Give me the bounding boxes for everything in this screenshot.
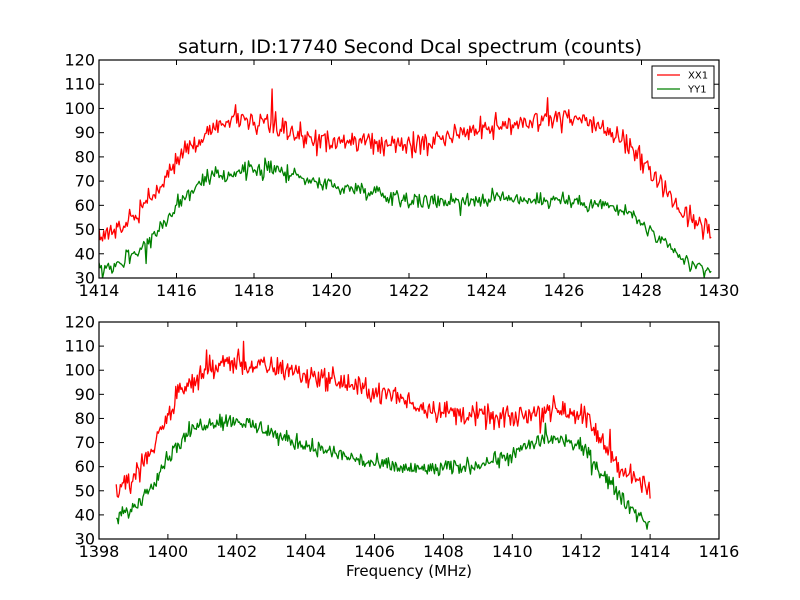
y-tick-label: 100 (64, 99, 95, 118)
series-line-red (115, 340, 651, 499)
y-tick-label: 110 (64, 75, 95, 94)
x-tick-label: 1402 (216, 542, 257, 561)
x-tick-label: 1426 (544, 281, 585, 300)
y-tick-label: 80 (75, 147, 95, 166)
y-tick-label: 30 (75, 269, 95, 288)
y-tick-label: 70 (75, 172, 95, 191)
top-spectrum-panel: 1414 1416 1418 1420 1422 1424 1426 1428 1430 30 40… (64, 51, 739, 301)
y-tick-label: 50 (75, 481, 95, 500)
y-tick-label: 60 (75, 457, 95, 476)
series-group (115, 340, 651, 530)
series-line-green (116, 413, 651, 530)
y-tick-label: 70 (75, 433, 95, 452)
x-tick-label: 1430 (699, 281, 740, 300)
x-tick-label: 1412 (561, 542, 602, 561)
x-tick-label: 1424 (466, 281, 507, 300)
y-tick-label: 40 (75, 244, 95, 263)
y-tick-label: 90 (75, 385, 95, 404)
legend-label: XX1 (688, 71, 708, 82)
legend-box (651, 65, 715, 99)
x-tick-label: 1414 (79, 281, 120, 300)
x-tick-label: 1416 (699, 542, 740, 561)
y-tick-label: 60 (75, 196, 95, 215)
chart-title: saturn, ID:17740 Second Dcal spectrum (c… (178, 36, 642, 58)
x-axis-label: Frequency (MHz) (346, 562, 472, 580)
series-group (99, 88, 712, 278)
y-tick-label: 120 (64, 51, 95, 70)
x-tick-label: 1428 (621, 281, 662, 300)
y-tick-label: 30 (75, 530, 95, 549)
x-tick-label: 1422 (389, 281, 430, 300)
y-tick-label: 90 (75, 123, 95, 142)
y-tick-label: 110 (64, 337, 95, 356)
x-tick-label: 1416 (156, 281, 197, 300)
y-tick-label: 80 (75, 409, 95, 428)
x-tick-label: 1408 (423, 542, 464, 561)
series-line-xx1 (99, 88, 712, 242)
y-tick-label: 40 (75, 505, 95, 524)
plot-frame (98, 321, 720, 540)
y-tick-label: 100 (64, 361, 95, 380)
x-tick-label: 1414 (630, 542, 671, 561)
x-tick-label: 1420 (311, 281, 352, 300)
x-tick-label: 1400 (148, 542, 189, 561)
x-tick-label: 1404 (285, 542, 326, 561)
x-tick-label: 1418 (234, 281, 275, 300)
x-tick-label: 1398 (79, 542, 120, 561)
bottom-spectrum-panel: 1398 1400 1402 1404 1406 1408 1410 1412 1414 1416… (64, 313, 739, 581)
series-line-yy1 (99, 157, 712, 278)
legend-label: YY1 (687, 85, 707, 96)
y-tick-label: 50 (75, 220, 95, 239)
x-tick-label: 1406 (354, 542, 395, 561)
x-tick-label: 1410 (492, 542, 533, 561)
y-tick-label: 120 (64, 313, 95, 332)
